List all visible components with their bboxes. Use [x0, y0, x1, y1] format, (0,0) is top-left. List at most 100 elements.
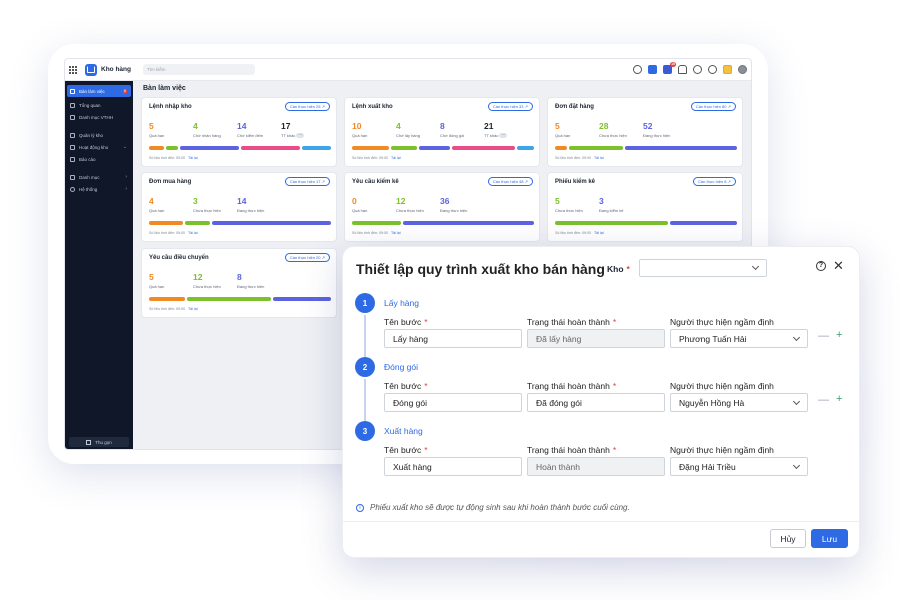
- step-name: Lấy hàng: [384, 298, 419, 308]
- stat-label: Chưa thực hiện: [555, 208, 599, 213]
- sidebar-item-catalog[interactable]: Danh mục VTHH: [65, 111, 133, 123]
- stat-label: Quá hạn: [555, 133, 599, 138]
- home-icon: [70, 102, 75, 108]
- stat-label: TT khác ···: [281, 132, 325, 139]
- card-title: Đơn mua hàng: [149, 179, 192, 185]
- stat: 12 Chưa thực hiện: [193, 273, 237, 290]
- person-select[interactable]: Nguyễn Hồng Hà: [670, 393, 808, 412]
- list-icon: [70, 174, 75, 180]
- todo-button[interactable]: Cần thực hiện 80 ↗: [690, 102, 736, 111]
- add-step-icon[interactable]: +: [836, 393, 843, 405]
- status-label-text: Trạng thái hoàn thành: [527, 381, 610, 391]
- stat-label-text: Quá hạn: [149, 133, 165, 138]
- apps-icon[interactable]: [648, 65, 657, 74]
- sidebar-item-overview[interactable]: Tổng quan: [65, 99, 133, 111]
- external-link-icon: ↗: [727, 104, 731, 109]
- step-name-input[interactable]: Lấy hàng: [384, 329, 522, 348]
- sidebar-item-warehouse[interactable]: Quản lý kho: [65, 129, 133, 141]
- person-select[interactable]: Đặng Hải Triều: [670, 457, 808, 476]
- required-marker: *: [424, 381, 428, 391]
- status-input[interactable]: Đã lấy hàng: [527, 329, 665, 348]
- status-input[interactable]: Đã đóng gói: [527, 393, 665, 412]
- todo-button[interactable]: Cần thực hiện 8 ↗: [693, 177, 736, 186]
- step-name-input[interactable]: Đóng gói: [384, 393, 522, 412]
- collapse-button[interactable]: Thu gọn: [69, 437, 129, 447]
- stat-label-text: TT khác: [484, 133, 499, 138]
- warehouse-select[interactable]: [639, 259, 767, 277]
- more-icon[interactable]: ···: [499, 132, 508, 139]
- todo-button[interactable]: Cần thực hiện 25 ↗: [284, 102, 330, 111]
- stat-label: Quá hạn: [149, 208, 193, 213]
- add-icon[interactable]: [633, 65, 642, 74]
- info-text: Phiếu xuất kho sẽ được tự động sinh sau …: [370, 503, 630, 512]
- reload-link[interactable]: Tải lại: [187, 231, 198, 235]
- save-button[interactable]: Lưu: [811, 529, 848, 548]
- updated-time: Số liệu tính đến: 09:00: [352, 231, 388, 235]
- sidebar-item-desk[interactable]: Bàn làm việc 6: [67, 85, 131, 97]
- stat-label: Quá hạn: [352, 208, 396, 213]
- chevron-right-icon: ›: [125, 186, 127, 192]
- bell-icon[interactable]: [678, 65, 687, 74]
- apps-grid-icon[interactable]: [69, 65, 77, 74]
- step-name-input[interactable]: Xuất hàng: [384, 457, 522, 476]
- stat: 0 Quá hạn: [352, 197, 396, 214]
- sidebar-item-operations[interactable]: Hoạt động kho ⌄: [65, 141, 133, 153]
- messages-icon[interactable]: 10: [663, 62, 676, 74]
- updated-time: Số liệu tính đến: 09:00: [555, 231, 591, 235]
- todo-button[interactable]: Cần thực hiện 17 ↗: [284, 177, 330, 186]
- stat-label-text: Quá hạn: [352, 133, 368, 138]
- add-step-icon[interactable]: +: [836, 329, 843, 341]
- sidebar-item-system[interactable]: Hệ thống ›: [65, 183, 133, 195]
- search-input[interactable]: Tìm kiếm: [142, 64, 255, 75]
- progress-segment: [624, 146, 737, 150]
- warehouse-label-text: Kho: [607, 264, 624, 274]
- sidebar-item-label: Hệ thống: [79, 186, 98, 192]
- stat-value: 5: [555, 121, 560, 131]
- todo-button[interactable]: Cần thực hiện 20 ↗: [284, 253, 330, 262]
- stat-value: 12: [396, 196, 406, 206]
- sidebar-item-categories[interactable]: Danh mục ›: [65, 171, 133, 183]
- help-icon[interactable]: ?: [816, 261, 826, 271]
- step-name: Đóng gói: [384, 362, 419, 372]
- avatar[interactable]: [738, 65, 747, 74]
- stat-value: 8: [237, 272, 242, 282]
- stat-label: Quá hạn: [149, 284, 193, 289]
- reload-link[interactable]: Tải lại: [390, 156, 401, 160]
- step-name-label-text: Tên bước: [384, 317, 422, 327]
- close-icon[interactable]: ✕: [833, 258, 844, 273]
- progress-segment: [240, 146, 300, 150]
- settings-icon[interactable]: [708, 65, 717, 74]
- remove-step-icon[interactable]: —: [818, 330, 829, 342]
- reload-link[interactable]: Tải lại: [593, 156, 604, 160]
- reload-link[interactable]: Tải lại: [187, 156, 198, 160]
- todo-button[interactable]: Cần thực hiện 33 ↗: [487, 102, 533, 111]
- reload-link[interactable]: Tải lại: [390, 231, 401, 235]
- external-link-icon: ↗: [321, 179, 325, 184]
- remove-step-icon[interactable]: —: [818, 394, 829, 406]
- stats-row: 5 Quá hạn 12 Chưa thực hiện 8 Đang thực hiện: [149, 272, 281, 290]
- reload-link[interactable]: Tải lại: [187, 307, 198, 311]
- status-input[interactable]: Hoàn thành: [527, 457, 665, 476]
- person-select-value: Nguyễn Hồng Hà: [679, 397, 745, 408]
- sidebar-item-reports[interactable]: Báo cáo: [65, 153, 133, 165]
- required-marker: *: [626, 264, 630, 274]
- progress-bars: [352, 146, 534, 150]
- stat-label-text: Quá hạn: [555, 133, 571, 138]
- help-icon[interactable]: [693, 65, 702, 74]
- stat: 4 Quá hạn: [149, 197, 193, 214]
- todo-button[interactable]: Cần thực hiện 48 ↗: [487, 177, 533, 186]
- chevron-down-icon: ⌄: [122, 144, 127, 150]
- more-icon[interactable]: ···: [296, 132, 305, 139]
- progress-bars: [149, 297, 331, 301]
- stat: 14 Đang thực hiện: [237, 197, 281, 214]
- status-label: Trạng thái hoàn thành *: [527, 317, 616, 327]
- person-label: Người thực hiện ngầm định: [670, 317, 774, 327]
- cancel-button[interactable]: Hủy: [770, 529, 806, 548]
- stat-label: Chờ đóng gói: [440, 133, 484, 138]
- reload-link[interactable]: Tải lại: [593, 231, 604, 235]
- stats-row: 0 Quá hạn 12 Chưa thực hiện 36 Đang thực hiện: [352, 196, 484, 214]
- gift-icon[interactable]: [723, 65, 732, 74]
- stat: 5 Chưa thực hiện: [555, 197, 599, 214]
- updated-text: Số liệu tính đến: 09:00 Tải lại: [555, 156, 604, 160]
- person-select[interactable]: Phương Tuấn Hải: [670, 329, 808, 348]
